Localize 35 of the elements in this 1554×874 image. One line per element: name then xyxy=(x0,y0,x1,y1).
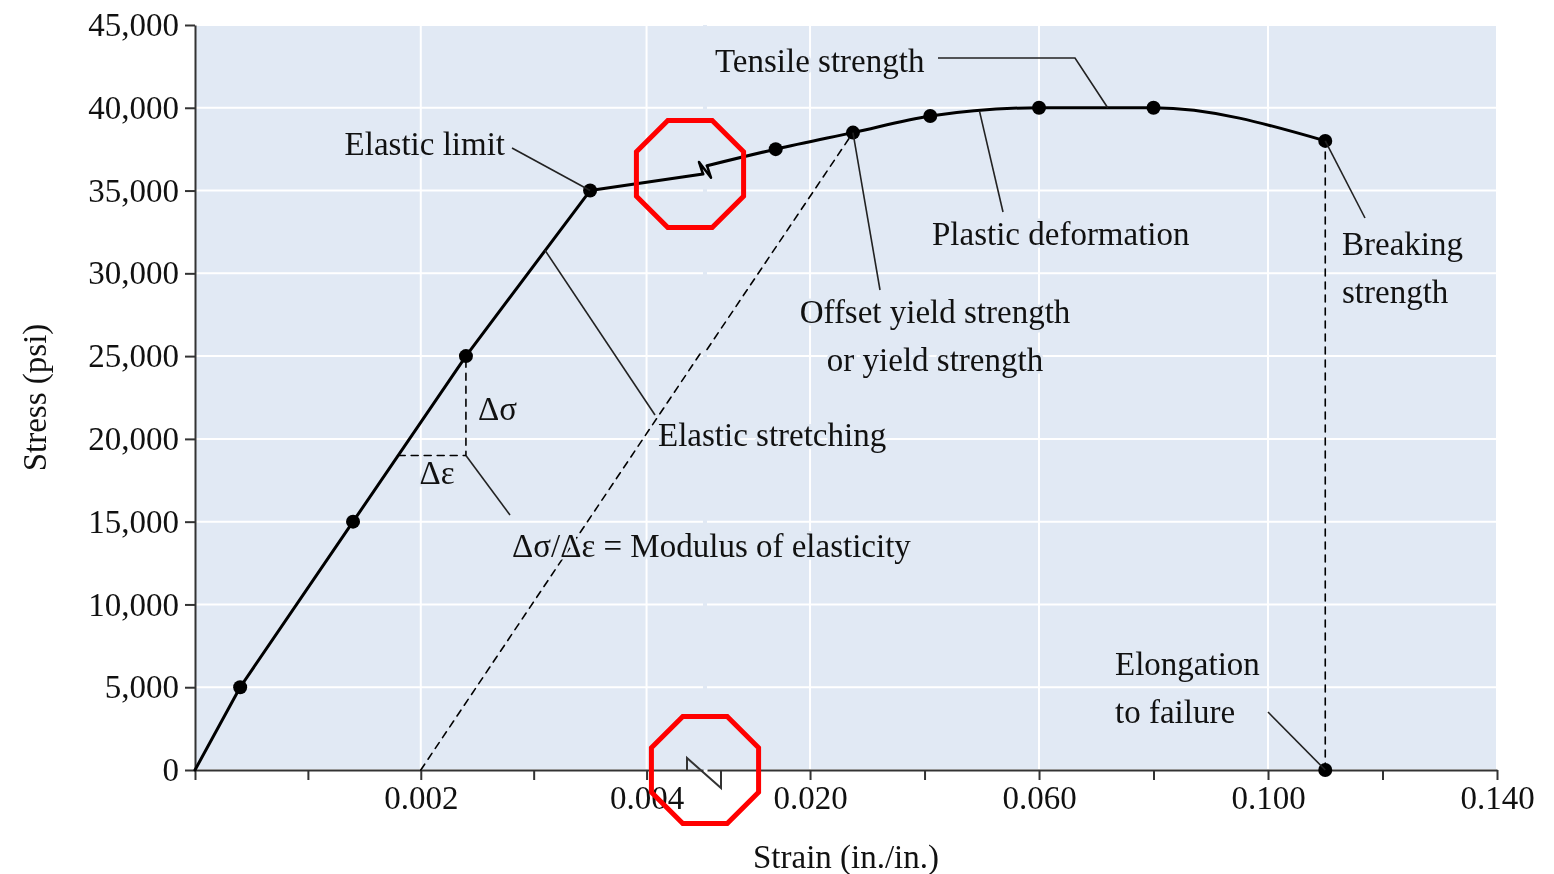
annotation: Tensile strength xyxy=(715,43,925,79)
y-tick-label: 25,000 xyxy=(88,338,179,375)
point xyxy=(923,109,938,124)
annotation: Elastic stretching xyxy=(658,417,887,453)
y-tick-label: 30,000 xyxy=(88,255,179,292)
annotation: Offset yield strength or yield strength xyxy=(799,294,1071,378)
y-tick-label: 40,000 xyxy=(88,89,179,126)
point xyxy=(346,514,361,529)
y-tick-label: 0 xyxy=(162,752,179,789)
annotation: Δσ xyxy=(478,391,518,427)
annotation: Elongation to failure xyxy=(1115,646,1260,730)
annotation: Breaking strength xyxy=(1342,226,1463,310)
point xyxy=(1146,100,1161,115)
annotation: Δε xyxy=(419,455,455,491)
point xyxy=(583,183,598,198)
y-tick-label: 5,000 xyxy=(104,669,179,706)
point xyxy=(845,125,860,140)
point xyxy=(1032,100,1047,115)
annotation: Plastic deformation xyxy=(932,216,1190,252)
annotation: Elastic limit xyxy=(344,126,505,162)
y-tick-label: 45,000 xyxy=(88,7,179,44)
x-tick-label: 0.060 xyxy=(1002,780,1077,817)
annotation: Δσ/Δε = Modulus of elasticity xyxy=(512,528,912,564)
point xyxy=(458,349,473,364)
x-tick-label: 0.100 xyxy=(1231,780,1306,817)
y-tick-label: 20,000 xyxy=(88,420,179,457)
point xyxy=(233,680,248,695)
y-axis-title: Stress (psi) xyxy=(17,323,54,472)
x-tick-label: 0.002 xyxy=(384,780,459,817)
y-tick-label: 10,000 xyxy=(88,586,179,623)
y-tick-label: 15,000 xyxy=(88,503,179,540)
x-tick-label: 0.140 xyxy=(1460,780,1535,817)
x-tick-label: 0.020 xyxy=(773,780,848,817)
point xyxy=(768,142,783,157)
y-tick-label: 35,000 xyxy=(88,172,179,209)
